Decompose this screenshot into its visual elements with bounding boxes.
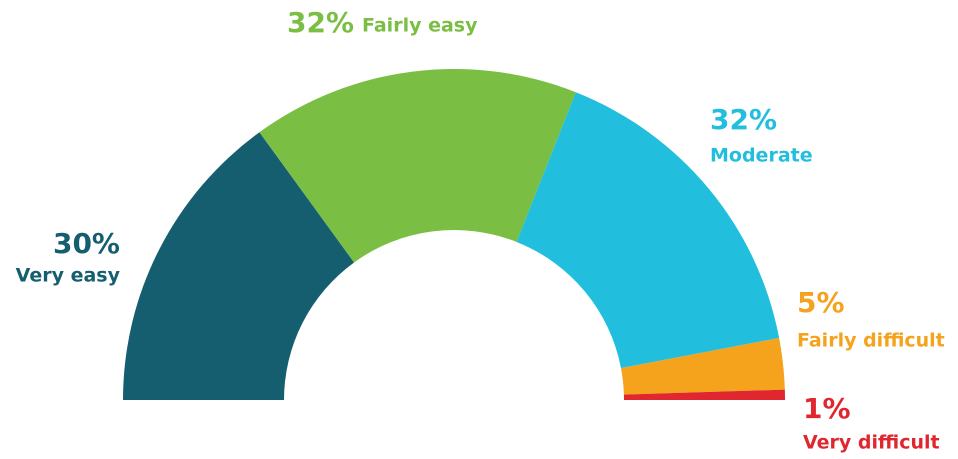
category-label: Very easy [16, 265, 121, 287]
donut-segment [259, 68, 576, 263]
donut-segment [623, 389, 785, 400]
value-label: 32% [287, 6, 354, 39]
category-label: Fairly easy [362, 15, 478, 37]
value-label: 5% [797, 286, 845, 319]
category-label: Moderate [710, 145, 813, 167]
category-label: Fairly difficult [797, 330, 945, 352]
donut-segment [620, 337, 785, 395]
value-label: 1% [803, 392, 851, 425]
category-label: Very difficult [803, 432, 940, 454]
value-label: 32% [710, 103, 777, 136]
donut-segment [123, 132, 355, 400]
donut-segment [516, 92, 780, 369]
value-label: 30% [53, 227, 120, 260]
